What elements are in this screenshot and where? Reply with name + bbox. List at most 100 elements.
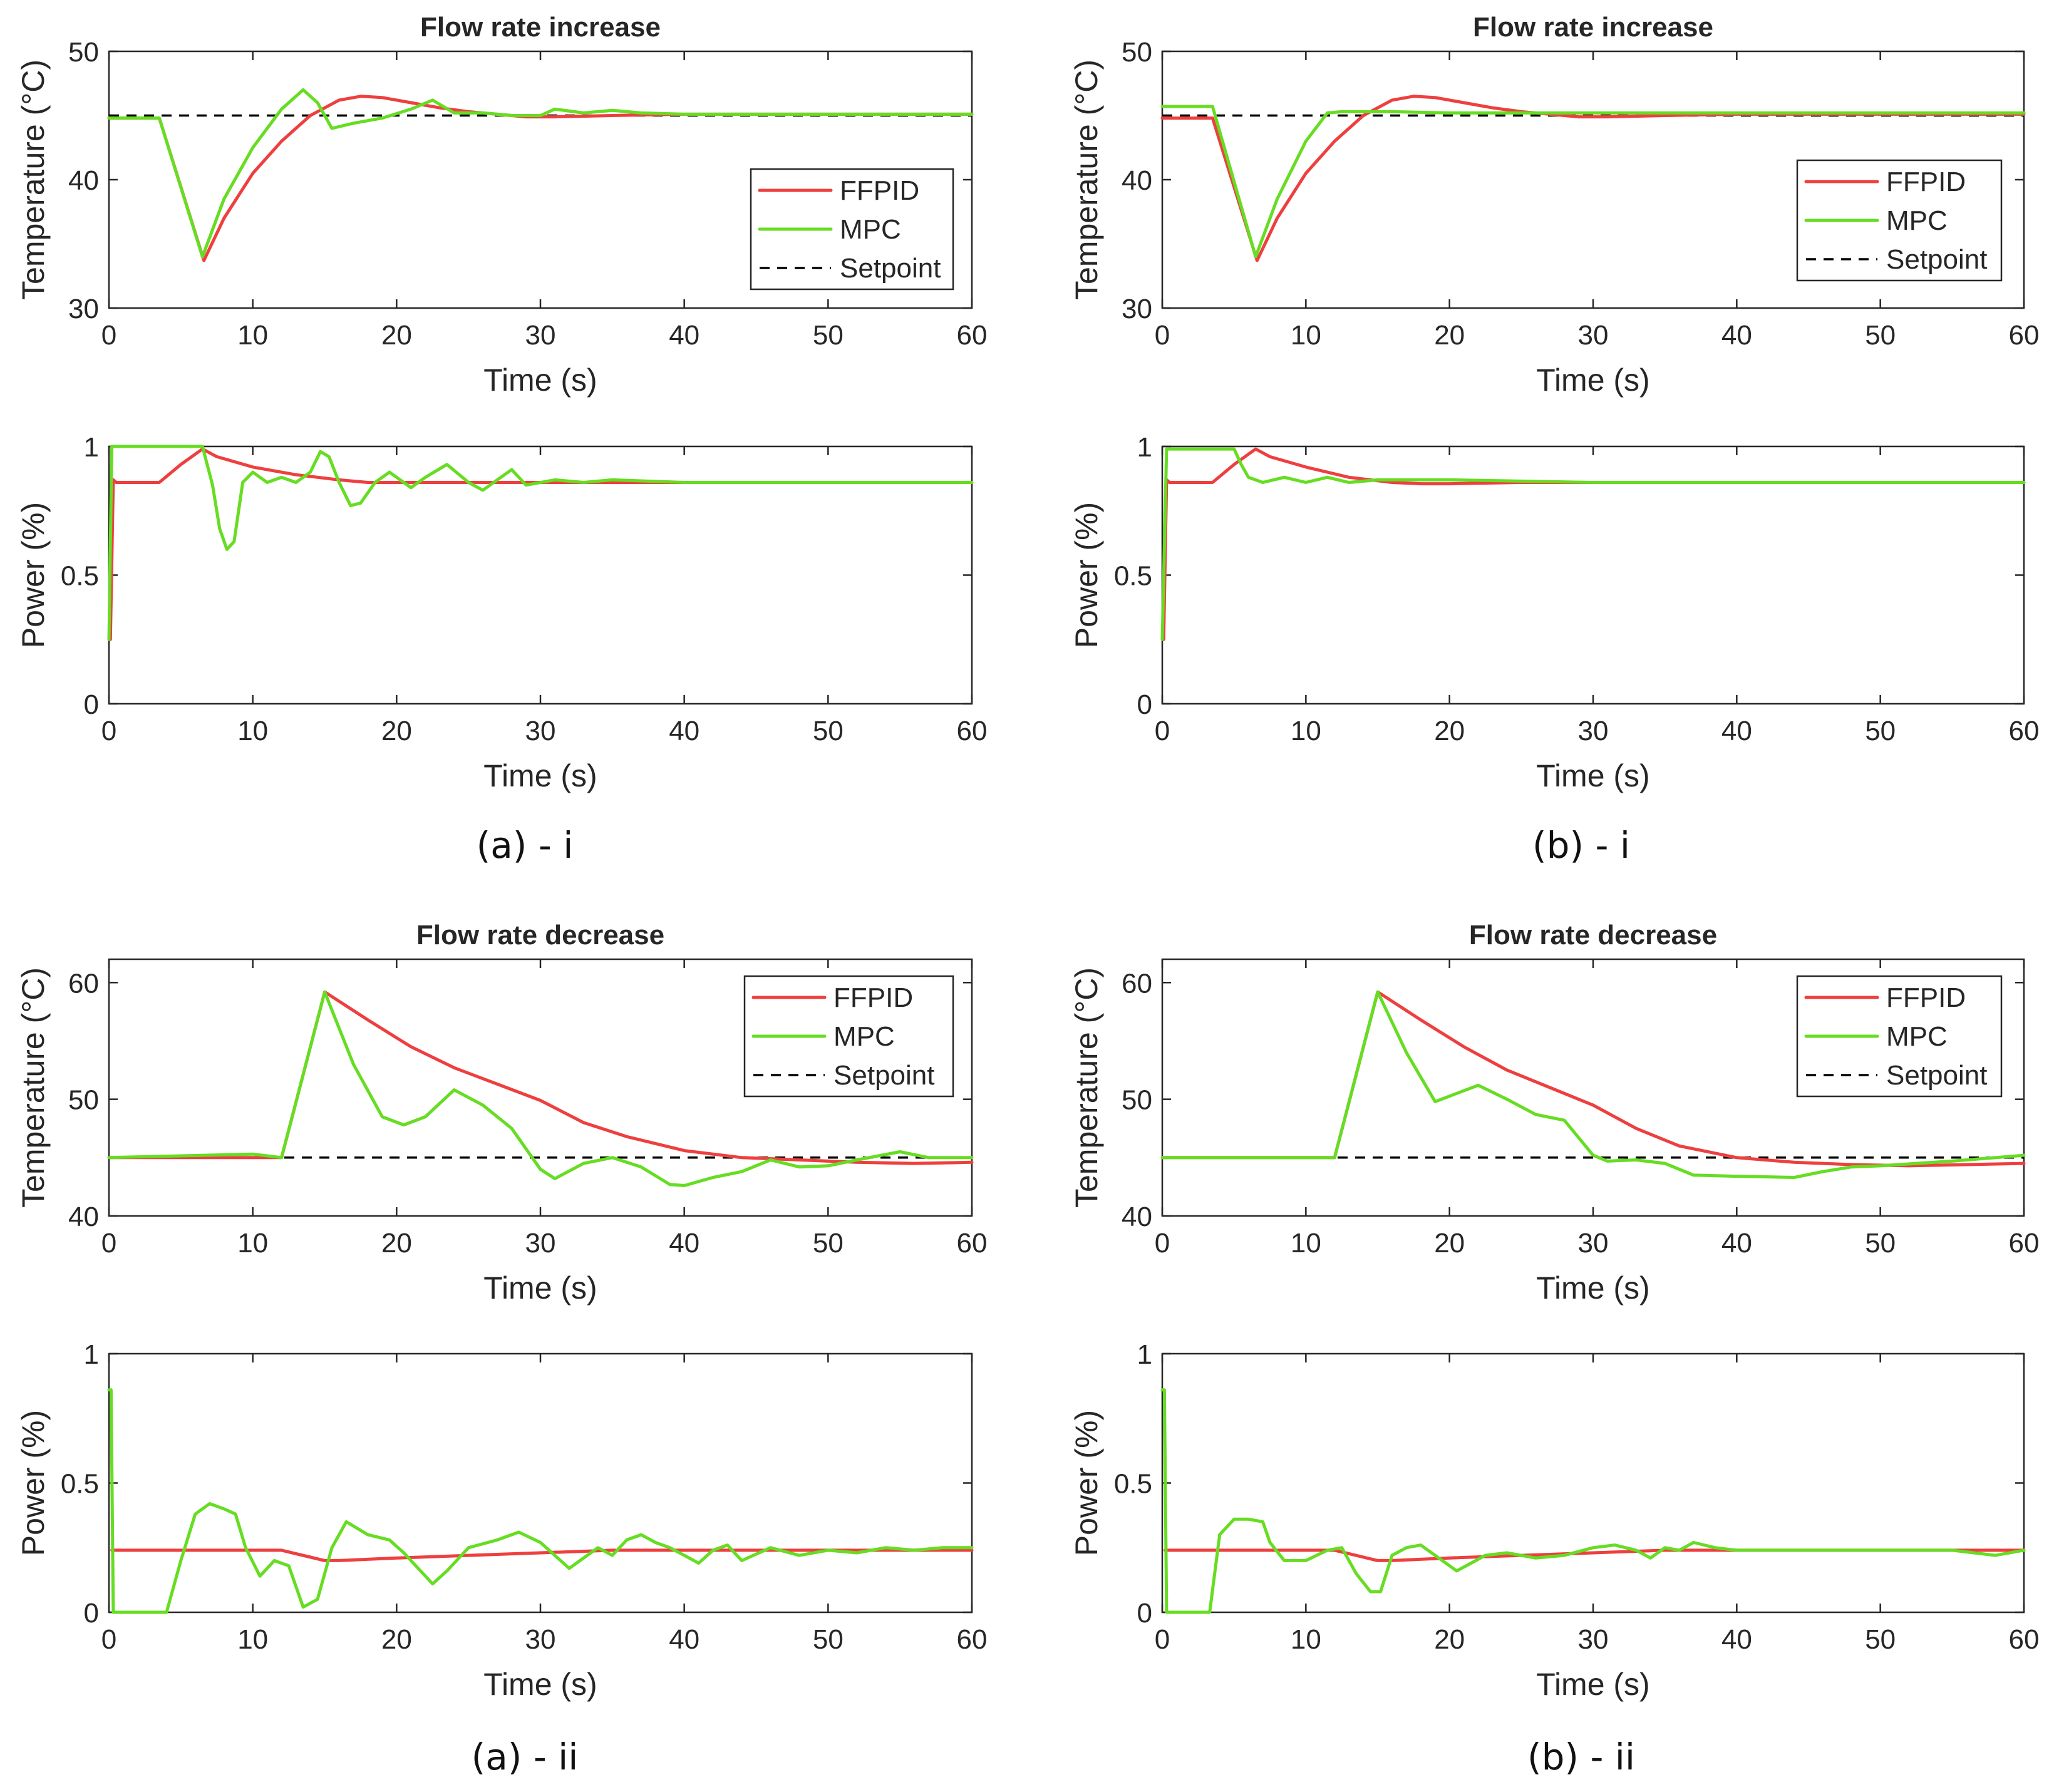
chart-title: Flow rate increase <box>1473 12 1713 43</box>
x-tick-label: 60 <box>2009 1228 2040 1259</box>
chart-b-ii-temperature: 0 10 20 30 40 50 60 40 50 60 Time (s) Temperature (… <box>1069 920 2039 1305</box>
series-mpc-line <box>107 1388 974 1614</box>
series-mpc-line <box>1160 105 2026 259</box>
x-axis-label: Time (s) <box>1536 1270 1649 1305</box>
legend-entry-ffpid: FFPID <box>1886 167 1966 197</box>
x-tick-label: 50 <box>813 1228 844 1259</box>
x-axis-label: Time (s) <box>1536 363 1649 398</box>
x-tick-label: 40 <box>1721 320 1752 351</box>
legend-entry-ffpid: FFPID <box>833 982 913 1013</box>
x-axis-label: Time (s) <box>1536 1667 1649 1702</box>
series-mpc-line <box>1160 447 2026 641</box>
y-axis-label: Power (%) <box>1069 502 1104 648</box>
chart-a-i-temperature: 0 10 20 30 40 50 60 30 40 50 Time (s) Temperature (… <box>16 12 987 398</box>
y-tick-label: 0.5 <box>61 1469 99 1500</box>
y-tick-label: 1 <box>84 432 99 463</box>
x-tick-label: 40 <box>669 1228 699 1259</box>
plot-area <box>108 1352 973 1614</box>
legend-entry-setpoint: Setpoint <box>833 1060 934 1091</box>
x-tick-label: 20 <box>381 1624 412 1655</box>
x-tick-label: 10 <box>1291 320 1321 351</box>
legend-entry-mpc: MPC <box>840 214 901 245</box>
series-ffpid-line <box>1160 95 2026 262</box>
y-tick-label: 0 <box>1137 689 1152 720</box>
x-tick-label: 40 <box>669 1624 699 1655</box>
x-tick-label: 10 <box>237 1228 268 1259</box>
chart-b-i-temperature: 0 10 20 30 40 50 60 30 40 50 Time (s) Temperature (… <box>1069 12 2039 398</box>
y-tick-label: 40 <box>1122 1202 1152 1232</box>
y-tick-label: 40 <box>1122 165 1152 196</box>
legend-entry-setpoint: Setpoint <box>840 253 941 284</box>
caption-b-i: (b) - i <box>1532 824 1630 867</box>
y-axis-label: Temperature (°C) <box>16 967 51 1208</box>
x-tick-label: 20 <box>1434 1624 1465 1655</box>
y-axis-label: Temperature (°C) <box>1069 59 1104 300</box>
x-tick-label: 40 <box>669 716 699 746</box>
x-tick-label: 0 <box>1155 1624 1170 1655</box>
chart-title: Flow rate decrease <box>1469 920 1717 950</box>
x-axis-label: Time (s) <box>1536 758 1649 793</box>
x-tick-label: 0 <box>1155 1228 1170 1259</box>
x-axis-label: Time (s) <box>483 1270 597 1305</box>
chart-a-ii-temperature: 0 10 20 30 40 50 60 40 50 60 Time (s) Temperature (… <box>16 920 987 1305</box>
y-tick-label: 0.5 <box>1114 561 1152 592</box>
series-ffpid-line <box>107 95 974 262</box>
x-tick-label: 50 <box>1865 1228 1896 1259</box>
x-tick-label: 50 <box>1865 320 1896 351</box>
y-tick-label: 60 <box>68 968 99 999</box>
chart-title: Flow rate decrease <box>416 920 664 950</box>
x-tick-label: 10 <box>1291 1228 1321 1259</box>
y-tick-label: 50 <box>68 37 99 68</box>
y-tick-label: 0.5 <box>61 561 99 592</box>
legend: FFPID MPC Setpoint <box>1796 975 2003 1098</box>
x-tick-label: 30 <box>1578 1228 1609 1259</box>
y-tick-label: 40 <box>68 165 99 196</box>
x-tick-label: 50 <box>1865 716 1896 746</box>
y-tick-label: 50 <box>1122 1085 1152 1116</box>
x-tick-label: 20 <box>381 320 412 351</box>
y-tick-label: 0.5 <box>1114 1469 1152 1500</box>
x-tick-label: 30 <box>525 320 556 351</box>
x-tick-label: 30 <box>525 1624 556 1655</box>
y-axis-label: Temperature (°C) <box>1069 967 1104 1208</box>
series-mpc-line <box>107 990 974 1187</box>
chart-b-ii-power: 0 10 20 30 40 50 60 0 0.5 1 Time (s) Power (%) <box>1069 1339 2039 1702</box>
series-mpc-line <box>1160 1388 2026 1614</box>
plot-area <box>1161 1352 2025 1614</box>
x-tick-label: 40 <box>669 320 699 351</box>
x-tick-label: 20 <box>1434 716 1465 746</box>
x-tick-label: 50 <box>813 1624 844 1655</box>
x-tick-label: 30 <box>1578 320 1609 351</box>
legend: FFPID MPC Setpoint <box>750 168 954 291</box>
caption-a-ii: (a) - ii <box>472 1736 579 1778</box>
x-tick-label: 50 <box>1865 1624 1896 1655</box>
x-tick-label: 30 <box>1578 716 1609 746</box>
chart-a-ii-power: 0 10 20 30 40 50 60 0 0.5 1 Time (s) Power (%) <box>16 1339 987 1702</box>
legend-entry-mpc: MPC <box>1886 205 1948 236</box>
y-tick-label: 60 <box>1122 968 1152 999</box>
x-tick-label: 20 <box>381 1228 412 1259</box>
series-ffpid-line <box>107 990 974 1165</box>
x-tick-label: 20 <box>1434 1228 1465 1259</box>
y-tick-label: 50 <box>68 1085 99 1116</box>
y-tick-label: 0 <box>84 1598 99 1629</box>
y-axis-label: Temperature (°C) <box>16 59 51 300</box>
y-tick-label: 40 <box>68 1202 99 1232</box>
x-tick-label: 40 <box>1721 1228 1752 1259</box>
x-tick-label: 10 <box>237 1624 268 1655</box>
x-axis-label: Time (s) <box>483 363 597 398</box>
x-tick-label: 60 <box>957 1228 988 1259</box>
series-mpc-line <box>107 88 974 259</box>
y-tick-label: 1 <box>1137 432 1152 463</box>
x-tick-label: 10 <box>1291 1624 1321 1655</box>
x-tick-label: 30 <box>525 1228 556 1259</box>
legend: FFPID MPC Setpoint <box>1796 159 2003 282</box>
x-tick-label: 40 <box>1721 1624 1752 1655</box>
x-tick-label: 60 <box>957 716 988 746</box>
chart-a-i-power: 0 10 20 30 40 50 60 0 0.5 1 Time (s) Power (%) <box>16 432 987 793</box>
x-axis-label: Time (s) <box>483 1667 597 1702</box>
legend-entry-mpc: MPC <box>833 1021 895 1052</box>
x-tick-label: 0 <box>101 320 116 351</box>
y-tick-label: 30 <box>1122 294 1152 324</box>
